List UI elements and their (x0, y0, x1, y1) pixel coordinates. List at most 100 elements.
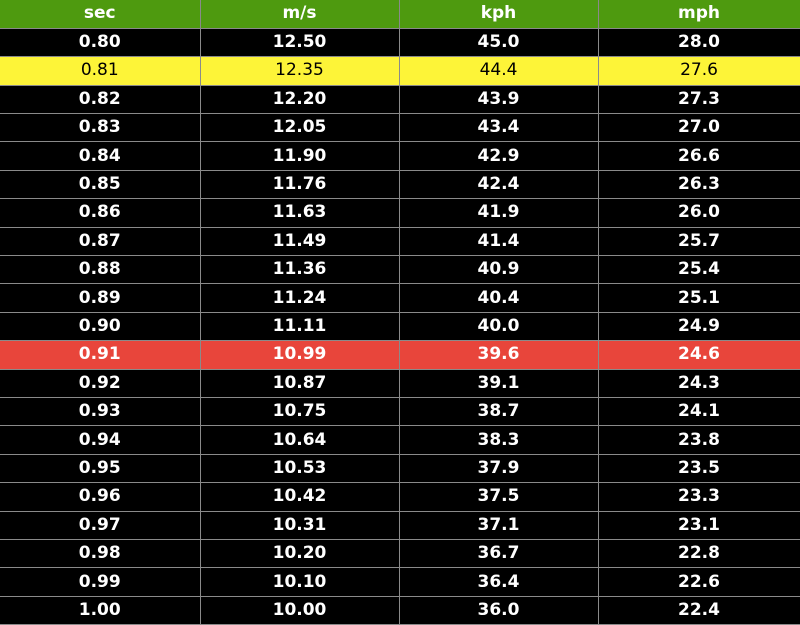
sec-cell: 0.82 (0, 85, 201, 115)
table-row: 1.00 10.00 36.0 22.4 (0, 596, 800, 625)
mph-cell: 26.6 (598, 141, 800, 171)
kph-cell: 39.6 (399, 340, 599, 370)
column-header-mps: m/s (200, 0, 400, 29)
kph-cell: 42.9 (399, 141, 599, 171)
kph-cell: 40.4 (399, 283, 599, 313)
mps-cell: 11.36 (200, 255, 400, 285)
sec-cell: 0.88 (0, 255, 201, 285)
mps-cell: 11.49 (200, 227, 400, 257)
mps-cell: 10.10 (200, 567, 400, 597)
sec-cell: 0.92 (0, 369, 201, 398)
table-row: 0.83 12.05 43.4 27.0 (0, 113, 800, 143)
kph-cell: 36.4 (399, 567, 599, 597)
mps-cell: 10.42 (200, 482, 400, 512)
mph-cell: 22.4 (598, 596, 800, 625)
mph-cell: 25.4 (598, 255, 800, 285)
sec-cell: 0.98 (0, 539, 201, 569)
mps-cell: 11.11 (200, 312, 400, 342)
mps-cell: 10.53 (200, 454, 400, 484)
sec-cell: 0.96 (0, 482, 201, 512)
mps-cell: 11.90 (200, 141, 400, 171)
table-row: 0.94 10.64 38.3 23.8 (0, 425, 800, 455)
kph-cell: 37.5 (399, 482, 599, 512)
kph-cell: 42.4 (399, 170, 599, 200)
table-row: 0.84 11.90 42.9 26.6 (0, 141, 800, 171)
sec-cell: 0.81 (0, 56, 201, 86)
table-row: 0.86 11.63 41.9 26.0 (0, 198, 800, 228)
mps-cell: 12.35 (200, 56, 400, 86)
mph-cell: 27.3 (598, 85, 800, 115)
mps-cell: 10.20 (200, 539, 400, 569)
mph-cell: 24.6 (598, 340, 800, 370)
mph-cell: 26.3 (598, 170, 800, 200)
table-row: 0.98 10.20 36.7 22.8 (0, 539, 800, 569)
column-header-kph: kph (399, 0, 599, 29)
sec-cell: 0.93 (0, 397, 201, 427)
mps-cell: 11.76 (200, 170, 400, 200)
sec-cell: 0.87 (0, 227, 201, 257)
mps-cell: 10.00 (200, 596, 400, 625)
kph-cell: 41.4 (399, 227, 599, 257)
kph-cell: 37.1 (399, 511, 599, 540)
sec-cell: 0.86 (0, 198, 201, 228)
table-row: 0.99 10.10 36.4 22.6 (0, 567, 800, 597)
kph-cell: 36.0 (399, 596, 599, 625)
header-row: sec m/s kph mph (0, 0, 800, 29)
mps-cell: 12.05 (200, 113, 400, 143)
sec-cell: 0.84 (0, 141, 201, 171)
mph-cell: 25.7 (598, 227, 800, 257)
mps-cell: 12.50 (200, 28, 400, 58)
table-row: 0.92 10.87 39.1 24.3 (0, 369, 800, 398)
mps-cell: 11.63 (200, 198, 400, 228)
mph-cell: 24.1 (598, 397, 800, 427)
mps-cell: 11.24 (200, 283, 400, 313)
column-header-sec: sec (0, 0, 201, 29)
mps-cell: 12.20 (200, 85, 400, 115)
table-row: 0.95 10.53 37.9 23.5 (0, 454, 800, 484)
mph-cell: 26.0 (598, 198, 800, 228)
kph-cell: 43.9 (399, 85, 599, 115)
mph-cell: 27.0 (598, 113, 800, 143)
kph-cell: 36.7 (399, 539, 599, 569)
table-row: 0.96 10.42 37.5 23.3 (0, 482, 800, 512)
sec-cell: 0.94 (0, 425, 201, 455)
sec-cell: 0.97 (0, 511, 201, 540)
sec-cell: 0.90 (0, 312, 201, 342)
table-row: 0.82 12.20 43.9 27.3 (0, 85, 800, 115)
table-row: 0.90 11.11 40.0 24.9 (0, 312, 800, 342)
mph-cell: 23.8 (598, 425, 800, 455)
table-row: 0.85 11.76 42.4 26.3 (0, 170, 800, 200)
sec-cell: 1.00 (0, 596, 201, 625)
mps-cell: 10.64 (200, 425, 400, 455)
kph-cell: 41.9 (399, 198, 599, 228)
mph-cell: 23.3 (598, 482, 800, 512)
sec-cell: 0.95 (0, 454, 201, 484)
mph-cell: 28.0 (598, 28, 800, 58)
kph-cell: 37.9 (399, 454, 599, 484)
mps-cell: 10.99 (200, 340, 400, 370)
mps-cell: 10.87 (200, 369, 400, 398)
mps-cell: 10.75 (200, 397, 400, 427)
table-row: 0.89 11.24 40.4 25.1 (0, 283, 800, 313)
kph-cell: 38.3 (399, 425, 599, 455)
mps-cell: 10.31 (200, 511, 400, 540)
mph-cell: 23.1 (598, 511, 800, 540)
table-row: 0.93 10.75 38.7 24.1 (0, 397, 800, 427)
mph-cell: 27.6 (598, 56, 800, 86)
kph-cell: 39.1 (399, 369, 599, 398)
sec-cell: 0.85 (0, 170, 201, 200)
kph-cell: 38.7 (399, 397, 599, 427)
sec-cell: 0.99 (0, 567, 201, 597)
kph-cell: 43.4 (399, 113, 599, 143)
kph-cell: 40.9 (399, 255, 599, 285)
table-row: 0.97 10.31 37.1 23.1 (0, 511, 800, 540)
table-row: 0.91 10.99 39.6 24.6 (0, 340, 800, 370)
kph-cell: 40.0 (399, 312, 599, 342)
sec-cell: 0.89 (0, 283, 201, 313)
kph-cell: 44.4 (399, 56, 599, 86)
mph-cell: 24.3 (598, 369, 800, 398)
table-row: 0.88 11.36 40.9 25.4 (0, 255, 800, 285)
kph-cell: 45.0 (399, 28, 599, 58)
mph-cell: 23.5 (598, 454, 800, 484)
